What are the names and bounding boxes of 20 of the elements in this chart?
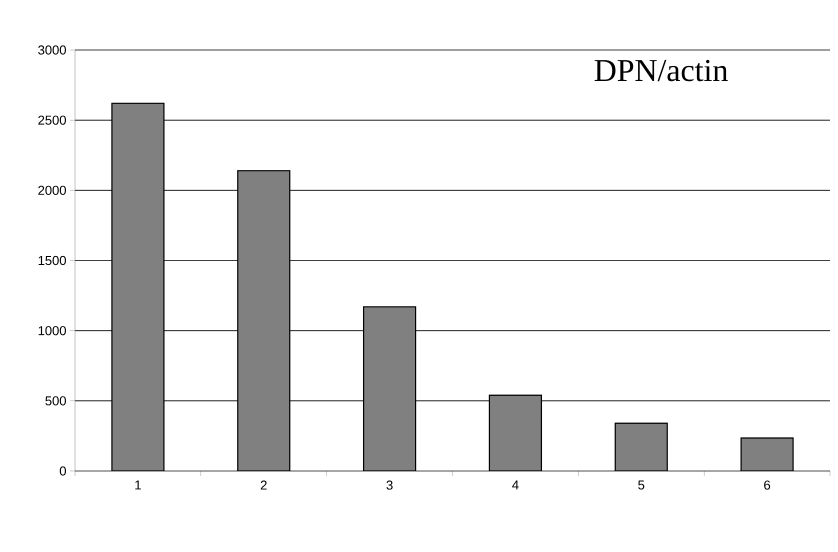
x-tick-label: 1 [135,480,141,490]
y-tick-label: 1500 [38,256,66,266]
x-tick-label: 3 [386,480,393,490]
y-tick-label: 2000 [38,186,66,195]
bar [362,306,416,471]
x-tick-label: 2 [260,480,267,490]
x-tick-label: 5 [638,480,644,490]
bar [488,394,542,471]
y-tick-label: 3000 [38,45,66,55]
bar [111,102,165,471]
x-tick-label: 6 [764,480,770,490]
chart-title: DPN/actin [594,60,728,82]
y-tick-label: 1000 [38,326,66,336]
bar [614,422,668,471]
y-tick-label: 2500 [38,116,66,125]
x-tick-label: 4 [512,480,519,490]
y-tick-label: 500 [45,396,66,406]
bar [237,170,290,471]
bar [740,437,794,471]
y-tick-label: 0 [60,466,66,476]
